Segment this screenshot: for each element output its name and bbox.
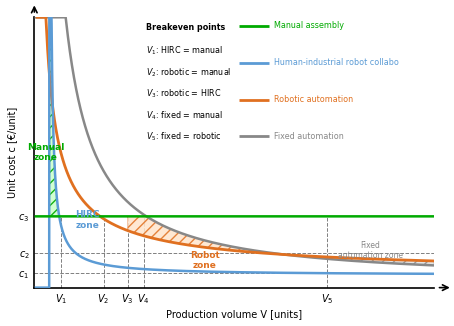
Text: HIRC
zone: HIRC zone — [75, 210, 100, 230]
Text: Fixed automation: Fixed automation — [274, 132, 344, 141]
Text: $V_3$: robotic = HIRC: $V_3$: robotic = HIRC — [146, 88, 222, 100]
X-axis label: Production volume V [units]: Production volume V [units] — [166, 309, 302, 319]
Text: Robot
zone: Robot zone — [190, 251, 220, 270]
Text: Robotic automation: Robotic automation — [274, 95, 353, 104]
Text: $V_5$: fixed = robotic: $V_5$: fixed = robotic — [146, 131, 222, 143]
Text: $V_4$: fixed = manual: $V_4$: fixed = manual — [146, 110, 223, 122]
Text: $V_2$: robotic = manual: $V_2$: robotic = manual — [146, 67, 232, 79]
Text: Manual
zone: Manual zone — [27, 143, 65, 162]
Y-axis label: Unit cost c [€/unit]: Unit cost c [€/unit] — [7, 107, 17, 198]
Text: Breakeven points: Breakeven points — [146, 23, 226, 33]
Text: Manual assembly: Manual assembly — [274, 22, 344, 30]
Text: Human-industrial robot collabo: Human-industrial robot collabo — [274, 58, 399, 67]
Text: Fixed
automation zone: Fixed automation zone — [337, 241, 403, 260]
Text: $V_1$: HIRC = manual: $V_1$: HIRC = manual — [146, 45, 223, 57]
